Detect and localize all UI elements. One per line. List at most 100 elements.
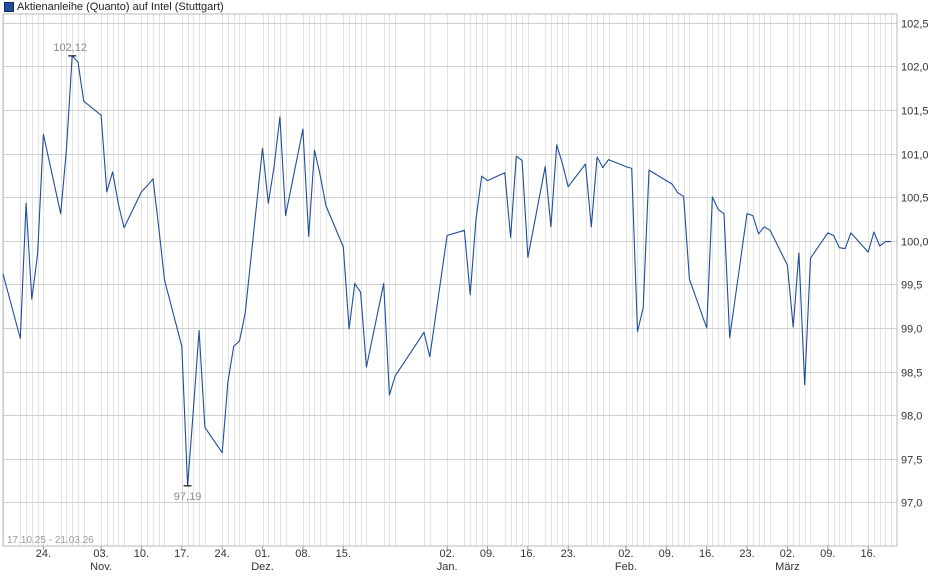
y-tick-label: 99,5 <box>901 280 922 292</box>
series-line <box>2 55 892 487</box>
data-point <box>798 252 801 255</box>
data-point <box>544 165 547 168</box>
data-point <box>682 195 685 198</box>
x-tick-label: 09. <box>820 548 835 560</box>
data-point <box>157 226 160 229</box>
x-tick-label: 09. <box>659 548 674 560</box>
chart-legend: Aktienanleihe (Quanto) auf Intel (Stuttg… <box>4 0 224 14</box>
x-tick-label: 03. <box>93 548 108 560</box>
data-point <box>636 330 639 333</box>
data-point <box>238 340 241 343</box>
data-point <box>688 278 691 281</box>
x-month-label: Nov. <box>90 561 112 573</box>
data-point <box>890 240 893 243</box>
legend-swatch <box>4 2 14 12</box>
data-point <box>19 337 22 340</box>
x-tick-label: 16. <box>699 548 714 560</box>
data-point <box>307 235 310 238</box>
data-point <box>827 232 830 235</box>
data-point <box>809 257 812 260</box>
data-point <box>221 451 224 454</box>
data-point <box>878 245 881 248</box>
x-tick-label: 15. <box>336 548 351 560</box>
data-point <box>117 203 120 206</box>
x-tick-label: 09. <box>480 548 495 560</box>
data-point <box>111 171 114 174</box>
data-point <box>319 174 322 177</box>
data-point <box>59 212 62 215</box>
data-point <box>382 282 385 285</box>
max-label: 102,12 <box>53 42 87 54</box>
data-point <box>607 158 610 161</box>
x-tick-label: 08. <box>295 548 310 560</box>
x-tick-label: 16. <box>861 548 876 560</box>
data-point <box>244 312 247 315</box>
x-month-label: Dez. <box>251 561 274 573</box>
data-point <box>838 246 841 249</box>
data-point <box>279 116 282 119</box>
x-tick-label: 24. <box>36 548 51 560</box>
y-tick-label: 100,5 <box>901 193 929 205</box>
horizontal-grid <box>3 23 897 503</box>
x-tick-label: 10. <box>134 548 149 560</box>
x-tick-label: 16. <box>520 548 535 560</box>
data-point <box>590 226 593 229</box>
data-point <box>515 155 518 158</box>
y-tick-label: 98,5 <box>901 368 922 380</box>
data-point <box>677 192 680 195</box>
x-tick-label: 02. <box>618 548 633 560</box>
data-point <box>106 191 109 194</box>
data-point <box>140 191 143 194</box>
data-point <box>261 147 264 150</box>
plot-frame <box>2 13 898 547</box>
data-point <box>146 185 149 188</box>
data-point <box>763 226 766 229</box>
data-point <box>746 212 749 215</box>
x-tick-label: 02. <box>780 548 795 560</box>
y-tick-label: 101,0 <box>901 150 929 162</box>
data-point <box>181 345 184 348</box>
data-point <box>152 178 155 181</box>
x-tick-label: 17. <box>174 548 189 560</box>
x-tick-label: 02. <box>439 548 454 560</box>
min-label: 97,19 <box>174 491 202 503</box>
data-point <box>504 171 507 174</box>
data-point <box>728 336 731 339</box>
data-point <box>521 159 524 162</box>
data-point <box>365 366 368 369</box>
data-point <box>844 247 847 250</box>
data-point <box>204 426 207 429</box>
y-axis-labels: 97,0 97,5 98,0 98,5 99,0 99,5 100,0 100,5 101,0 1… <box>901 19 929 510</box>
annotation-layer: 102,12 97,19 17.10.25 - 21.03.26 <box>7 42 201 546</box>
y-tick-label: 97,0 <box>901 498 922 510</box>
data-point <box>832 234 835 237</box>
data-point <box>475 218 478 221</box>
data-point <box>665 179 668 182</box>
data-point <box>648 169 651 172</box>
data-point <box>423 331 426 334</box>
data-point <box>100 114 103 117</box>
data-point <box>31 298 34 301</box>
data-point <box>463 229 466 232</box>
data-point <box>567 185 570 188</box>
data-point <box>630 167 633 170</box>
data-point <box>227 381 230 384</box>
data-point <box>342 246 345 249</box>
data-point <box>480 175 483 178</box>
series-layer <box>2 55 893 487</box>
data-point <box>429 355 432 358</box>
data-point <box>671 183 674 186</box>
data-point <box>123 226 126 229</box>
data-point <box>602 166 605 169</box>
legend-label: Aktienanleihe (Quanto) auf Intel (Stuttg… <box>17 1 224 13</box>
data-point <box>359 291 362 294</box>
data-point <box>42 133 45 136</box>
x-tick-label: 24. <box>215 548 230 560</box>
data-point <box>867 251 870 254</box>
data-point <box>752 214 755 217</box>
y-tick-label: 102,0 <box>901 62 929 74</box>
data-point <box>469 294 472 297</box>
y-tick-label: 98,0 <box>901 411 922 423</box>
x-month-label: März <box>775 561 799 573</box>
